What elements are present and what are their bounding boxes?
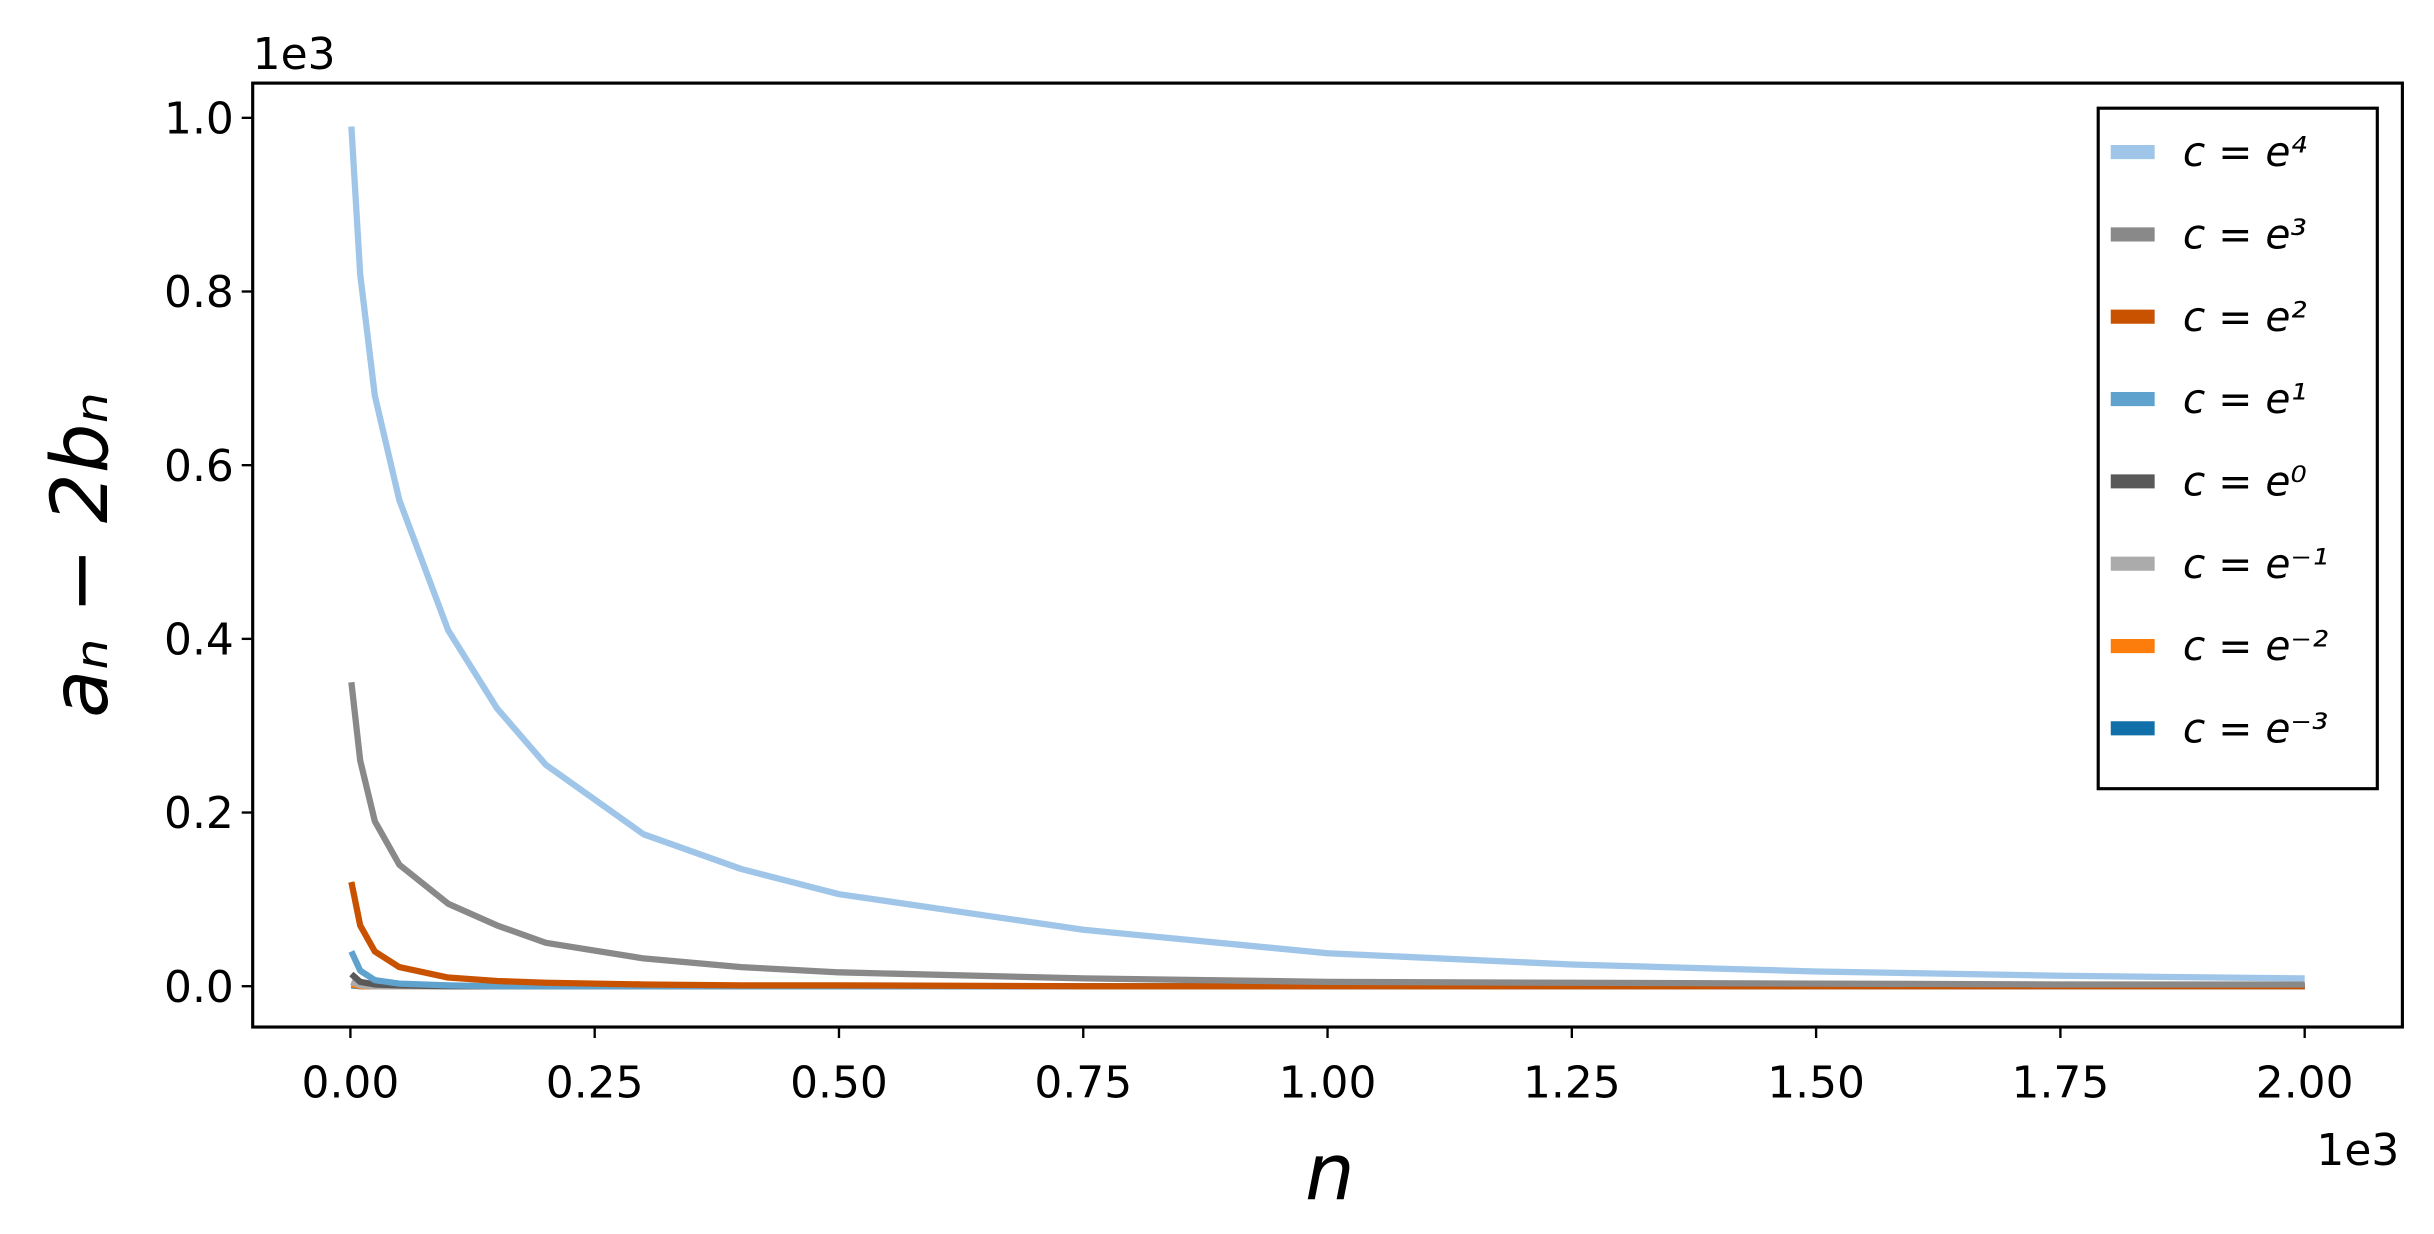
- y-offset-label: 1e3: [253, 29, 336, 80]
- x-tick-label: 0.50: [790, 1058, 888, 1109]
- legend: c = e⁴ c = e³ c = e² c = e¹ c = e⁰ c = e⁻¹ c =…: [2096, 106, 2379, 791]
- legend-label: c = e¹: [2183, 375, 2307, 423]
- y-tick-label: 0.2: [164, 788, 234, 839]
- x-tick-label: 1.00: [1279, 1058, 1377, 1109]
- x-tick-label: 2.00: [2256, 1058, 2354, 1109]
- legend-label: c = e³: [2183, 211, 2307, 259]
- legend-label: c = e⁰: [2183, 457, 2307, 505]
- x-tick-label: 0.25: [546, 1058, 644, 1109]
- series-line: [348, 126, 2305, 982]
- legend-label: c = e⁻³: [2183, 704, 2328, 752]
- legend-label: c = e⁴: [2183, 128, 2307, 176]
- x-tick-label: 0.00: [302, 1058, 400, 1109]
- y-tick-label: 0.0: [164, 962, 234, 1013]
- legend-label: c = e⁻²: [2183, 622, 2328, 670]
- x-axis-label: n: [1305, 1128, 1355, 1219]
- y-tick-label: 0.6: [164, 441, 234, 492]
- x-offset-label: 1e3: [2316, 1125, 2399, 1176]
- x-tick-label: 1.25: [1523, 1058, 1621, 1109]
- series-line: [348, 881, 2305, 990]
- x-tick-label: 1.50: [1767, 1058, 1865, 1109]
- y-tick-label: 0.4: [164, 615, 234, 666]
- y-tick-label: 0.8: [164, 267, 234, 318]
- plot-frame: [251, 81, 2404, 1029]
- x-tick-label: 0.75: [1034, 1058, 1132, 1109]
- y-axis-label: aₙ − 2bₙ: [35, 392, 126, 718]
- y-tick-label: 1.0: [164, 94, 234, 145]
- legend-label: c = e⁻¹: [2183, 540, 2328, 588]
- series-line: [348, 681, 2305, 988]
- legend-label: c = e²: [2183, 293, 2307, 341]
- x-tick-label: 1.75: [2012, 1058, 2110, 1109]
- legend-frame: [2096, 106, 2379, 791]
